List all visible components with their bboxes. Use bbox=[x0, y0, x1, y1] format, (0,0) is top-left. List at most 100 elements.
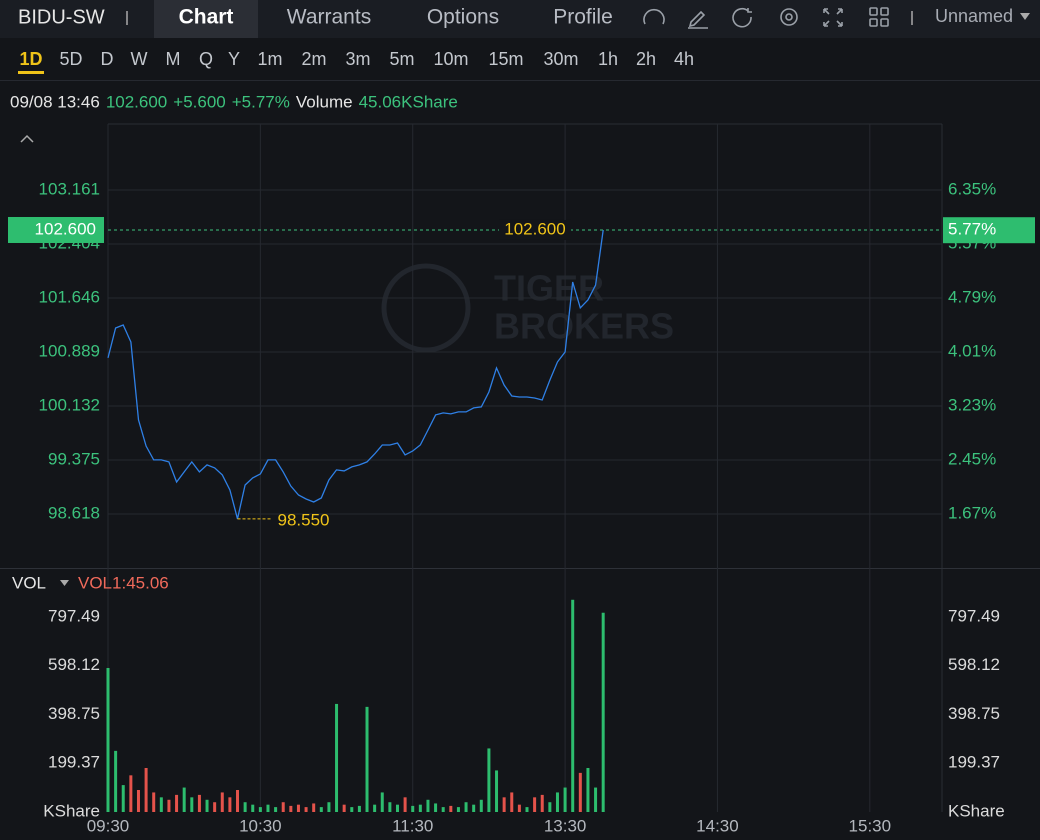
gauge-icon[interactable] bbox=[643, 8, 665, 25]
tab[interactable]: Warrants bbox=[287, 6, 371, 29]
volume-bar bbox=[121, 785, 125, 812]
volume-bar bbox=[571, 599, 575, 812]
volume-bar bbox=[114, 750, 118, 812]
vol-tick-label: 199.37 bbox=[48, 753, 100, 772]
timeframe[interactable]: Y bbox=[228, 49, 240, 69]
timeframe[interactable]: 3m bbox=[345, 49, 370, 69]
timeframe[interactable]: M bbox=[166, 49, 181, 69]
vol-indicator: VOL1:45.06 bbox=[78, 573, 169, 592]
volume-bar bbox=[312, 803, 316, 812]
volume-bar bbox=[586, 767, 590, 812]
active-tab-bg bbox=[154, 0, 258, 38]
volume-bar bbox=[327, 802, 331, 812]
volume-bar bbox=[258, 807, 262, 812]
dropdown-arrow[interactable] bbox=[1020, 13, 1030, 20]
volume-bar bbox=[220, 792, 224, 812]
layout-icon bbox=[880, 7, 889, 16]
x-tick-label: 15:30 bbox=[849, 816, 892, 835]
volume-bar bbox=[449, 805, 453, 812]
tab[interactable]: Chart bbox=[179, 6, 234, 29]
volume-bar bbox=[144, 767, 148, 812]
volume-bar bbox=[335, 703, 339, 812]
volume-bar bbox=[540, 794, 544, 812]
timeframe[interactable]: W bbox=[131, 49, 148, 69]
volume-bar bbox=[213, 802, 217, 812]
collapse-icon[interactable] bbox=[20, 134, 34, 143]
y2-tick-label: 4.79% bbox=[948, 288, 996, 307]
y2-tick-label: 4.01% bbox=[948, 341, 996, 360]
timeframe[interactable]: 2h bbox=[636, 49, 656, 69]
volume-bar bbox=[456, 807, 460, 812]
volume-bar bbox=[517, 804, 521, 812]
volume-bar bbox=[502, 797, 506, 812]
price-line bbox=[107, 229, 604, 520]
timeframe-underline bbox=[18, 71, 44, 74]
volume-bar bbox=[228, 797, 232, 812]
volume-bar bbox=[472, 804, 476, 812]
volume-bar bbox=[548, 802, 552, 812]
last-price-tag-label: 102.600 bbox=[35, 219, 96, 238]
volume-bar bbox=[243, 802, 247, 812]
volume-bar bbox=[365, 706, 369, 812]
vol-tick-label-right: 199.37 bbox=[948, 753, 1000, 772]
y-tick-label: 98.618 bbox=[48, 503, 100, 522]
vol-tick-label: 598.12 bbox=[48, 655, 100, 674]
timeframe[interactable]: 15m bbox=[488, 49, 523, 69]
timeframe[interactable]: 5m bbox=[389, 49, 414, 69]
volume-bar bbox=[182, 787, 186, 812]
x-tick-label: 11:30 bbox=[392, 816, 433, 835]
layout-name[interactable]: Unnamed bbox=[935, 6, 1013, 26]
volume-bar bbox=[380, 792, 384, 812]
quote-time: 09/08 13:46 bbox=[10, 92, 100, 111]
vol-tick-label: 797.49 bbox=[48, 607, 100, 626]
vol-tick-label-right: KShare bbox=[948, 801, 1005, 820]
refresh-icon[interactable] bbox=[732, 7, 752, 28]
volume-bar bbox=[594, 787, 598, 812]
volume-bar bbox=[388, 802, 392, 812]
volume-bar bbox=[251, 804, 255, 812]
volume-bar bbox=[197, 794, 201, 812]
vol-tick-label-right: 398.75 bbox=[948, 704, 1000, 723]
timeframe[interactable]: 10m bbox=[433, 49, 468, 69]
quote-change: +5.600 bbox=[173, 92, 225, 111]
layout-icon bbox=[869, 18, 878, 27]
timeframe[interactable]: D bbox=[101, 49, 114, 69]
tab[interactable]: Options bbox=[427, 6, 499, 29]
volume-bar bbox=[159, 797, 163, 812]
layout-icon[interactable] bbox=[869, 7, 878, 16]
timeframe[interactable]: Q bbox=[199, 49, 213, 69]
timeframe[interactable]: 1m bbox=[257, 49, 282, 69]
volume-bar bbox=[411, 805, 415, 812]
volume-bar bbox=[281, 802, 285, 812]
watermark: BROKERS bbox=[494, 306, 674, 347]
volume-bar bbox=[167, 799, 171, 812]
vol-tick-label-right: 797.49 bbox=[948, 607, 1000, 626]
volume-bar bbox=[510, 792, 514, 812]
timeframe[interactable]: 5D bbox=[59, 49, 82, 69]
x-tick-label: 10:30 bbox=[239, 816, 282, 835]
volume-bar bbox=[357, 805, 361, 812]
timeframe[interactable]: 4h bbox=[674, 49, 694, 69]
vol-tick-label-right: 598.12 bbox=[948, 655, 1000, 674]
settings-icon[interactable] bbox=[780, 8, 798, 26]
timeframe[interactable]: 2m bbox=[301, 49, 326, 69]
volume-bar bbox=[274, 807, 278, 812]
vol-dropdown[interactable] bbox=[60, 580, 69, 586]
volume-bar bbox=[289, 805, 293, 812]
volume-bar bbox=[190, 797, 194, 812]
y-tick-label: 101.646 bbox=[39, 288, 100, 307]
watermark: TIGER bbox=[494, 268, 604, 309]
tab[interactable]: Profile bbox=[553, 6, 613, 29]
draw-icon[interactable] bbox=[688, 10, 708, 29]
volume-bar bbox=[525, 807, 529, 812]
volume-bar bbox=[426, 799, 430, 812]
last-price-annotation-bg bbox=[499, 219, 571, 240]
volume-bar bbox=[175, 794, 179, 812]
volume-bar bbox=[319, 807, 323, 812]
fullscreen-icon[interactable] bbox=[823, 8, 843, 27]
timeframe[interactable]: 30m bbox=[543, 49, 578, 69]
timeframe[interactable]: 1D bbox=[19, 49, 42, 69]
timeframe[interactable]: 1h bbox=[598, 49, 618, 69]
